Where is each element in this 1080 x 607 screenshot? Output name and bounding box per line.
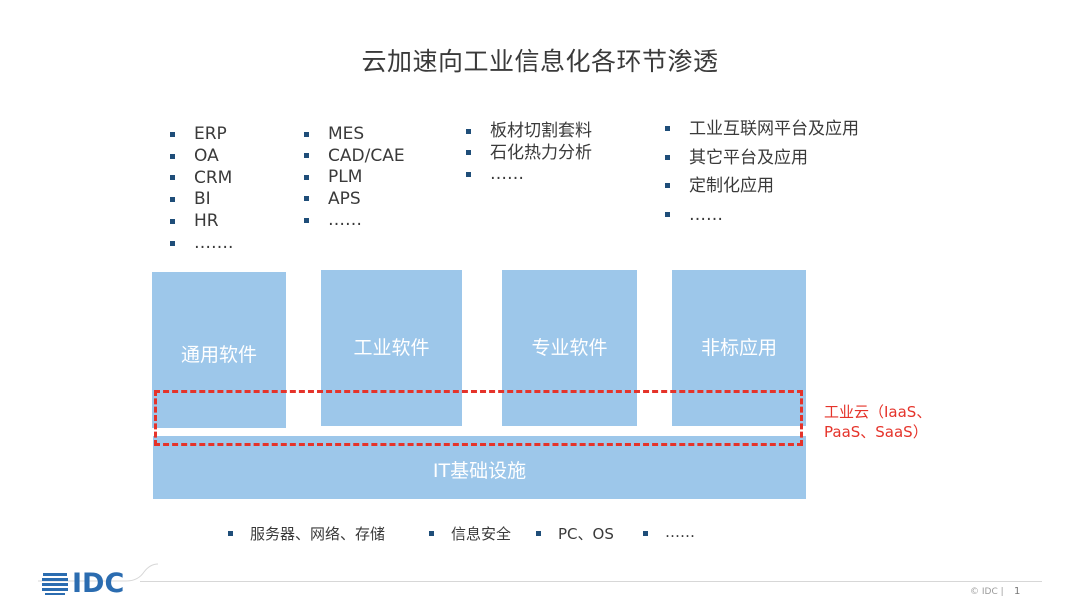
list-item: 工业互联网平台及应用 [663,115,859,144]
list-item: CRM [168,168,233,190]
bullet-icon [429,531,434,536]
footer-divider [140,581,1042,582]
bullet-icon [466,128,471,134]
bullet-icon [665,154,670,160]
general-software-box: 通用软件 [152,272,286,428]
list-item: APS [302,189,405,211]
list-item: 石化热力分析 [464,143,592,165]
bottom-item-more: …… [641,523,695,541]
bullet-icon [170,219,175,225]
nonstandard-app-list: 工业互联网平台及应用 其它平台及应用 定制化应用 …… [663,115,859,229]
bullet-icon [170,197,175,203]
industrial-cloud-label: 工业云（IaaS、 PaaS、SaaS） [824,403,932,441]
bullet-icon [304,196,309,202]
professional-software-list: 板材切割套料 石化热力分析 …… [464,121,592,186]
bullet-icon [536,531,541,536]
slide-title: 云加速向工业信息化各环节渗透 [361,47,719,76]
list-item: BI [168,189,233,211]
list-item: PLM [302,167,405,189]
list-item: HR [168,211,233,233]
bullet-icon [665,126,670,132]
industrial-software-list: MES CAD/CAE PLM APS …… [302,124,405,232]
idc-logo-globe-icon [42,573,68,595]
list-item: …… [464,164,592,186]
bullet-icon [170,131,175,137]
industrial-cloud-outline [154,390,803,446]
bullet-icon [170,175,175,181]
list-item: MES [302,124,405,146]
bullet-icon [466,150,471,156]
footer-curve-decoration [38,563,158,582]
bullet-icon [170,240,175,246]
page-number: 1 [1014,586,1021,597]
list-item: 板材切割套料 [464,121,592,143]
bottom-item-servers: 服务器、网络、存储 [226,523,385,544]
industrial-software-box: 工业软件 [321,270,462,426]
professional-software-box: 专业软件 [502,270,637,426]
general-software-list: ERP OA CRM BI HR ……. [168,124,233,255]
bullet-icon [665,211,670,217]
bullet-icon [228,531,233,536]
bullet-icon [665,183,670,189]
bullet-icon [304,153,309,159]
it-infrastructure-box: IT基础设施 [153,436,806,499]
list-item: CAD/CAE [302,146,405,168]
copyright-text: © IDC | [970,587,1004,597]
bullet-icon [466,171,471,177]
list-item: 其它平台及应用 [663,144,859,173]
list-item: …… [663,201,859,230]
list-item: …… [302,210,405,232]
list-item: ……. [168,233,233,255]
bottom-item-security: 信息安全 [427,523,511,544]
bottom-item-pc-os: PC、OS [534,523,614,544]
nonstandard-app-box: 非标应用 [672,270,806,426]
bullet-icon [170,153,175,159]
idc-logo: IDC [42,568,124,599]
list-item: 定制化应用 [663,172,859,201]
list-item: OA [168,146,233,168]
bullet-icon [304,131,309,137]
bullet-icon [304,174,309,180]
bullet-icon [304,217,309,223]
bullet-icon [643,531,648,536]
list-item: ERP [168,124,233,146]
